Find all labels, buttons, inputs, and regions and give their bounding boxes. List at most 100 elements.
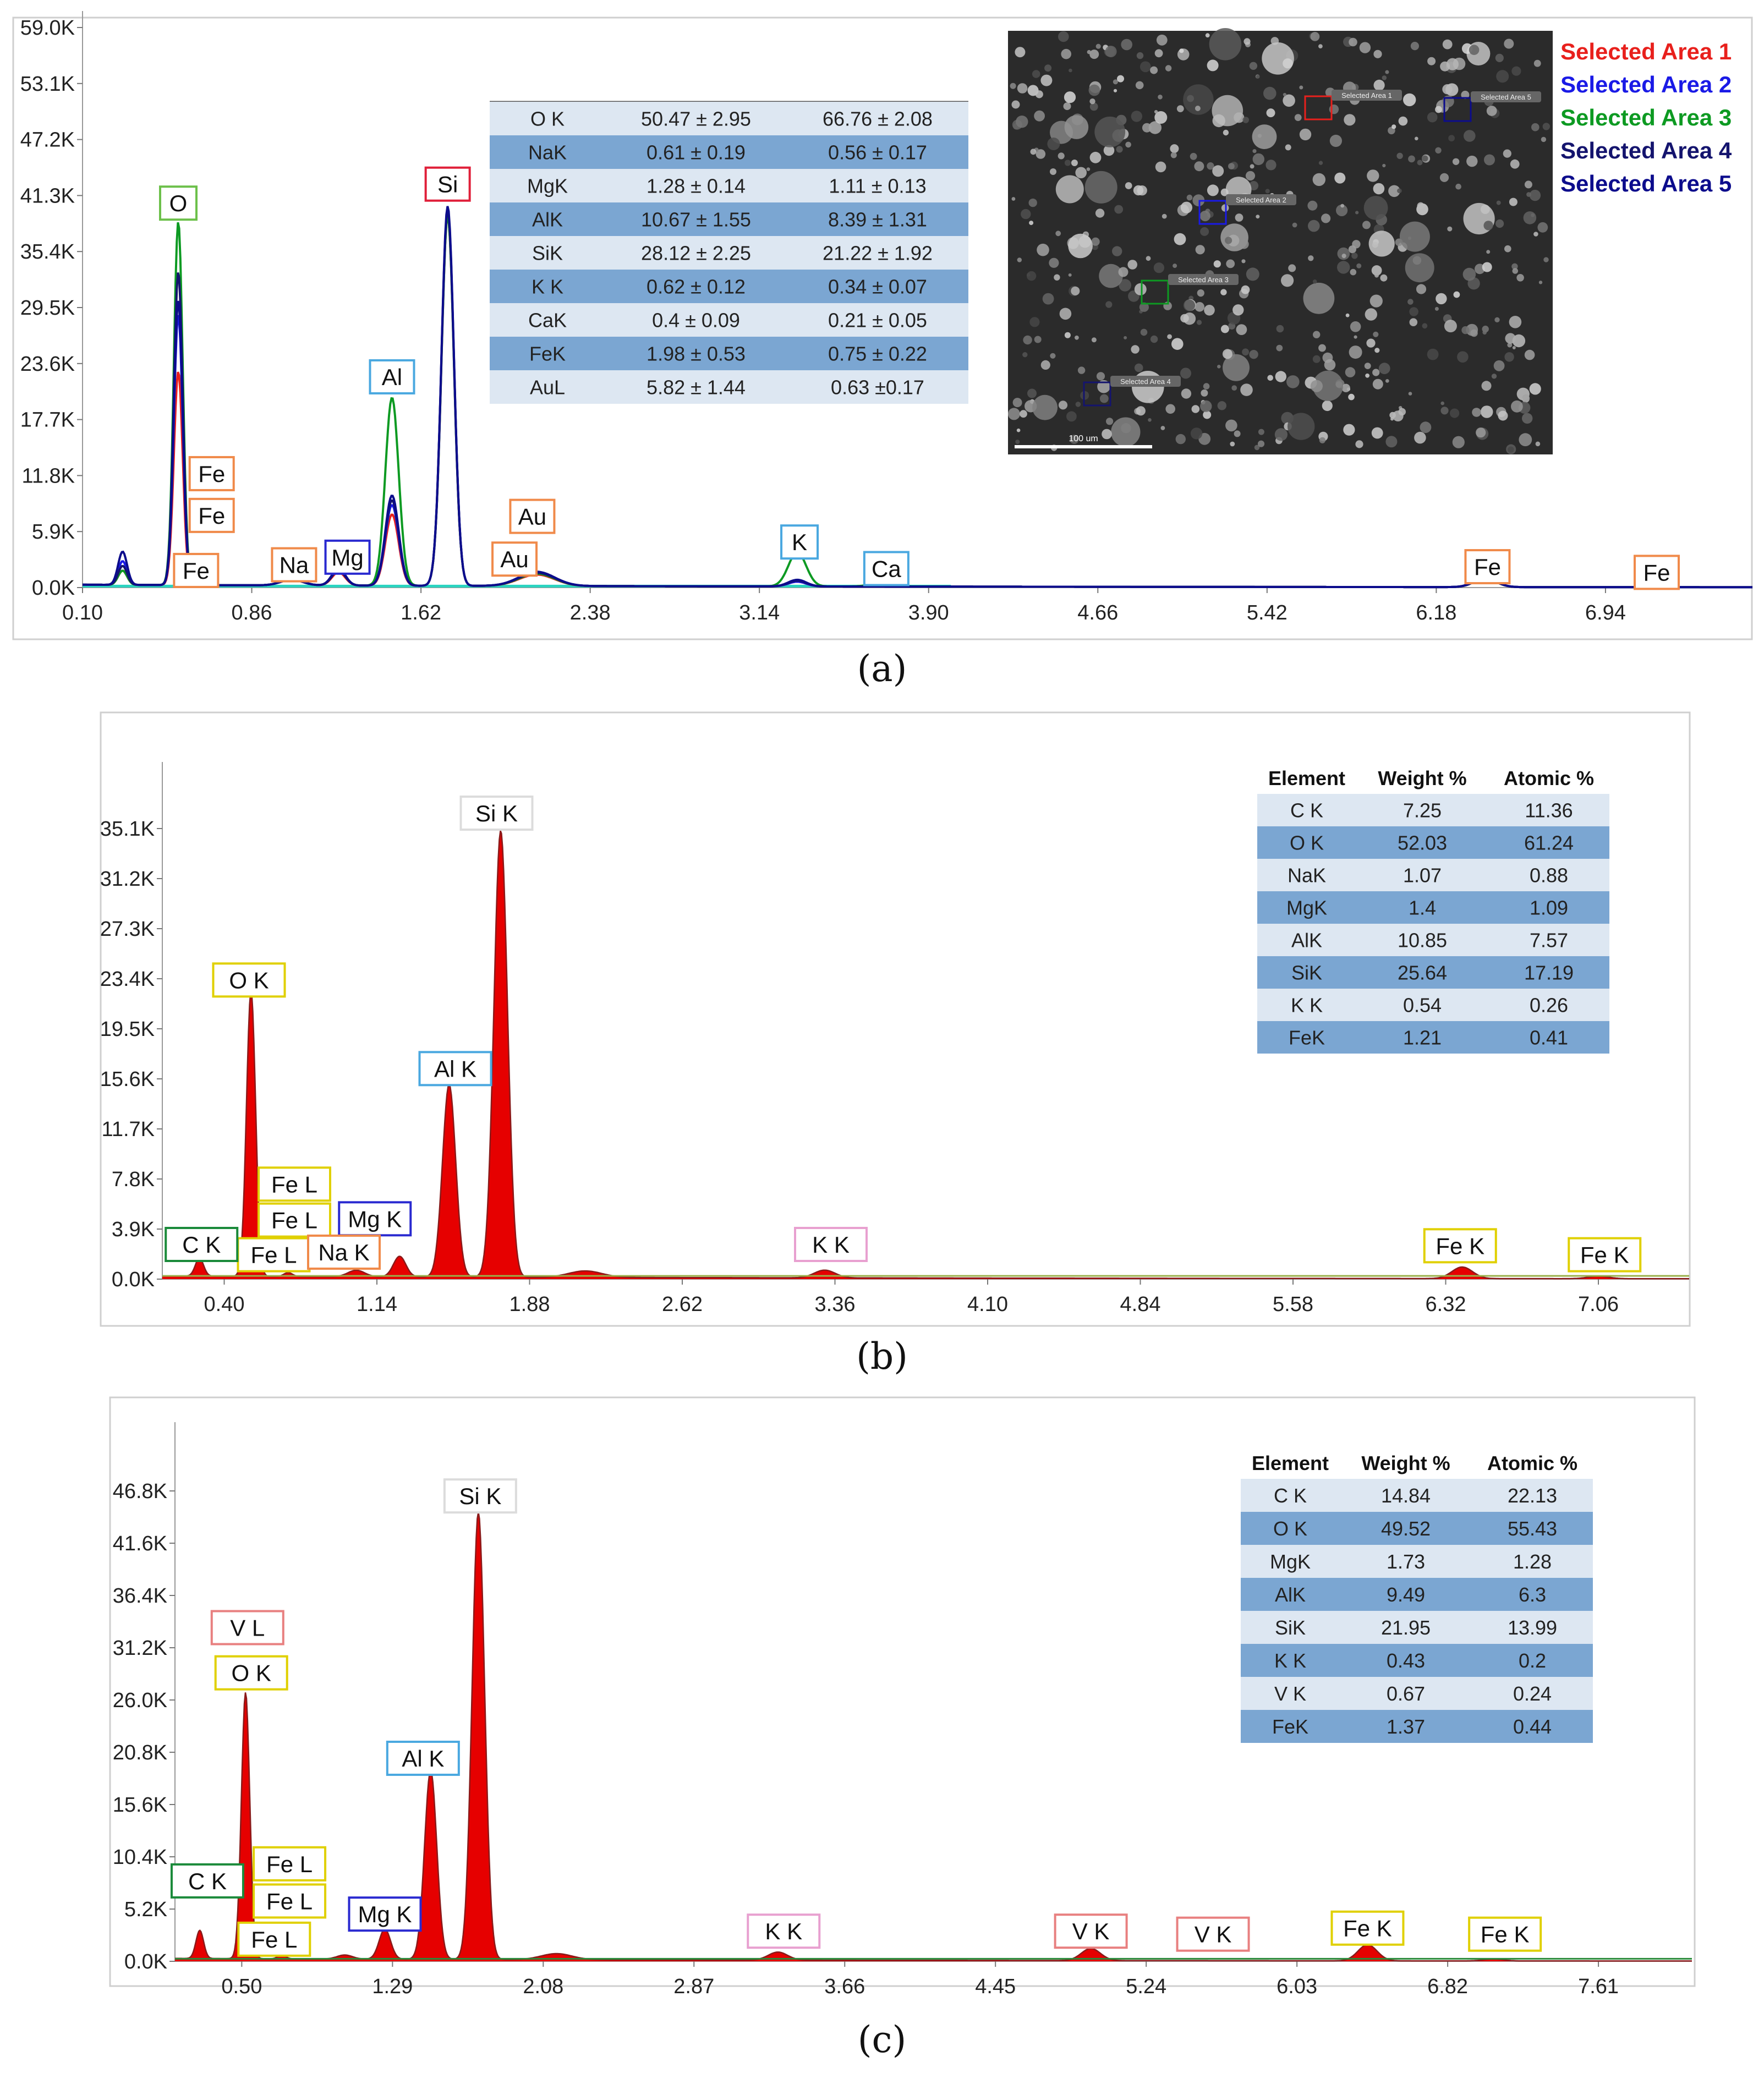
table-row	[1257, 826, 1609, 859]
particle	[1354, 335, 1357, 339]
element-label-box	[253, 1883, 327, 1919]
selected-area-tag	[1110, 376, 1181, 387]
table-cell: O K	[530, 108, 565, 130]
y-tick-label: 35.4K	[20, 240, 75, 264]
particle	[1352, 240, 1361, 249]
particle	[1226, 259, 1235, 268]
table-cell: 0.26	[1530, 994, 1568, 1017]
particle	[1252, 149, 1257, 153]
particle	[1436, 293, 1447, 305]
particle	[1241, 285, 1250, 294]
particle	[1410, 42, 1419, 51]
element-label: K	[792, 529, 807, 555]
table-cell: 0.21 ± 0.05	[828, 309, 927, 332]
particle	[1533, 59, 1541, 67]
particle	[1442, 84, 1453, 95]
y-tick-label: 0.0K	[112, 1268, 155, 1291]
particle	[1422, 323, 1428, 329]
x-tick-label: 0.50	[221, 1975, 262, 1998]
particle	[1011, 100, 1020, 109]
particle	[1021, 209, 1031, 220]
element-label-box	[369, 359, 415, 394]
particle	[1439, 173, 1449, 182]
table-row	[1257, 1021, 1609, 1054]
particle	[1464, 130, 1476, 142]
particle	[1405, 253, 1434, 283]
panel-c: 0.0K 5.2K 10.4K 15.6K 20.8K 26.0K 31.2K 36.4K 41…	[109, 1396, 1696, 2061]
x-tick-label: 3.90	[908, 601, 949, 624]
particle	[1312, 279, 1317, 284]
x-tick-label: 0.86	[232, 601, 272, 624]
element-label: Au	[518, 504, 546, 530]
particle	[1529, 383, 1541, 395]
particle	[1365, 373, 1370, 378]
particle	[1522, 413, 1533, 424]
particle	[1106, 418, 1114, 425]
particle	[1028, 198, 1037, 207]
element-label-box	[188, 456, 235, 491]
particle	[1537, 222, 1548, 233]
x-tick-label: 3.66	[824, 1975, 865, 1998]
particle	[1223, 129, 1229, 136]
particle	[1286, 375, 1300, 388]
particle	[1246, 267, 1259, 281]
particle	[1207, 162, 1214, 170]
table-row	[490, 270, 968, 303]
particle	[1055, 231, 1061, 237]
element-label-box	[214, 1655, 288, 1691]
table-cell: 1.37	[1387, 1715, 1425, 1738]
particle	[1064, 160, 1071, 166]
legend-entry: Selected Area 5	[1560, 171, 1732, 196]
particle	[1234, 430, 1241, 437]
x-tick-label: 3.14	[739, 601, 780, 624]
particle	[1252, 124, 1277, 149]
particle	[1139, 302, 1149, 312]
particle	[1034, 336, 1042, 343]
table-cell: 10.67 ± 1.55	[641, 209, 751, 231]
table-cell: 61.24	[1524, 832, 1574, 854]
particle	[1195, 106, 1201, 111]
y-tick-label: 15.6K	[113, 1794, 167, 1817]
element-label: Na K	[318, 1240, 369, 1265]
element-label: Al K	[402, 1746, 444, 1772]
element-label-box	[863, 551, 910, 586]
particle	[1373, 331, 1379, 337]
table-cell: SiK	[1275, 1616, 1306, 1639]
particle	[1522, 394, 1530, 402]
x-tick-label: 5.24	[1126, 1975, 1166, 1998]
y-tick-label: 41.6K	[113, 1532, 167, 1555]
table-cell: K K	[1291, 994, 1323, 1017]
particle	[1397, 188, 1402, 194]
panel-a: 0.0K 5.9K 11.8K 17.7K 23.6K 29.5K 35.4K 41.3K 47…	[12, 11, 1753, 690]
element-label: Fe L	[250, 1242, 297, 1268]
particle	[1267, 375, 1273, 381]
particle	[1452, 158, 1460, 165]
particle	[1388, 185, 1400, 198]
particle	[1254, 445, 1260, 451]
selected-area-tag	[1168, 274, 1239, 285]
particle	[1154, 49, 1163, 58]
particle	[1170, 144, 1179, 153]
particle	[1299, 128, 1312, 141]
table-cell: O K	[1273, 1517, 1307, 1540]
element-label-box	[271, 547, 317, 583]
particle	[1174, 233, 1186, 245]
table-cell: 0.56 ± 0.17	[828, 141, 927, 164]
x-tick-label: 1.14	[357, 1293, 397, 1316]
particle	[1274, 428, 1288, 441]
particle	[1453, 291, 1460, 298]
particle	[1368, 231, 1395, 257]
particle	[1091, 337, 1097, 343]
table-row	[1257, 794, 1609, 826]
particle	[1037, 243, 1049, 256]
element-label-box	[258, 1202, 331, 1238]
table-row	[490, 169, 968, 202]
element-label-box	[1633, 555, 1680, 590]
table-row	[1257, 924, 1609, 956]
particle	[1089, 50, 1099, 59]
particle	[1486, 106, 1497, 116]
particle	[1378, 363, 1390, 375]
table-cell: AlK	[532, 209, 563, 231]
element-label-box	[1468, 1916, 1542, 1952]
particle	[1183, 299, 1196, 311]
